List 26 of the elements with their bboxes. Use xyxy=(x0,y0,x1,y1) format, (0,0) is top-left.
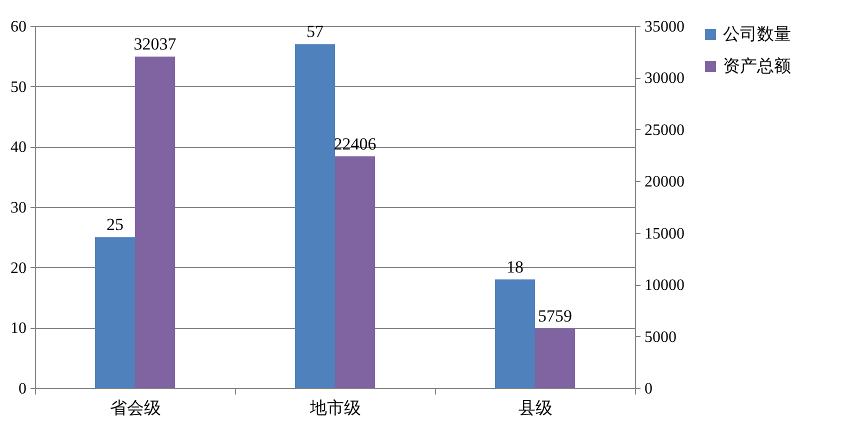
y2-tick-label: 10000 xyxy=(644,277,684,294)
legend-label: 资产总额 xyxy=(723,56,791,76)
y-tick-label: 30 xyxy=(10,200,26,216)
legend-label: 公司数量 xyxy=(723,24,791,44)
data-label: 32037 xyxy=(134,34,177,54)
data-label: 18 xyxy=(506,257,524,276)
data-label: 57 xyxy=(306,22,324,42)
y2-tick-label: 15000 xyxy=(644,225,684,242)
y2-tick-label: 5000 xyxy=(644,328,676,346)
bar xyxy=(135,56,175,388)
y-tick-label: 10 xyxy=(10,320,26,338)
y2-tick-label: 20000 xyxy=(644,174,684,191)
y-tick-label: 40 xyxy=(10,139,26,156)
x-tick-label: 县级 xyxy=(518,398,552,418)
y2-tick-label: 0 xyxy=(644,380,652,398)
y-tick-label: 0 xyxy=(18,380,26,398)
y-tick-label: 50 xyxy=(10,78,26,96)
y-tick-label: 60 xyxy=(10,18,26,36)
data-label: 25 xyxy=(106,215,124,234)
y2-tick-label: 30000 xyxy=(644,70,684,88)
y-tick-label: 20 xyxy=(10,260,26,277)
x-tick-label: 省会级 xyxy=(110,398,161,418)
x-tick-label: 地市级 xyxy=(309,398,361,418)
y2-tick-label: 35000 xyxy=(644,18,684,36)
y2-tick-label: 25000 xyxy=(644,122,684,139)
data-label: 5759 xyxy=(538,306,572,326)
